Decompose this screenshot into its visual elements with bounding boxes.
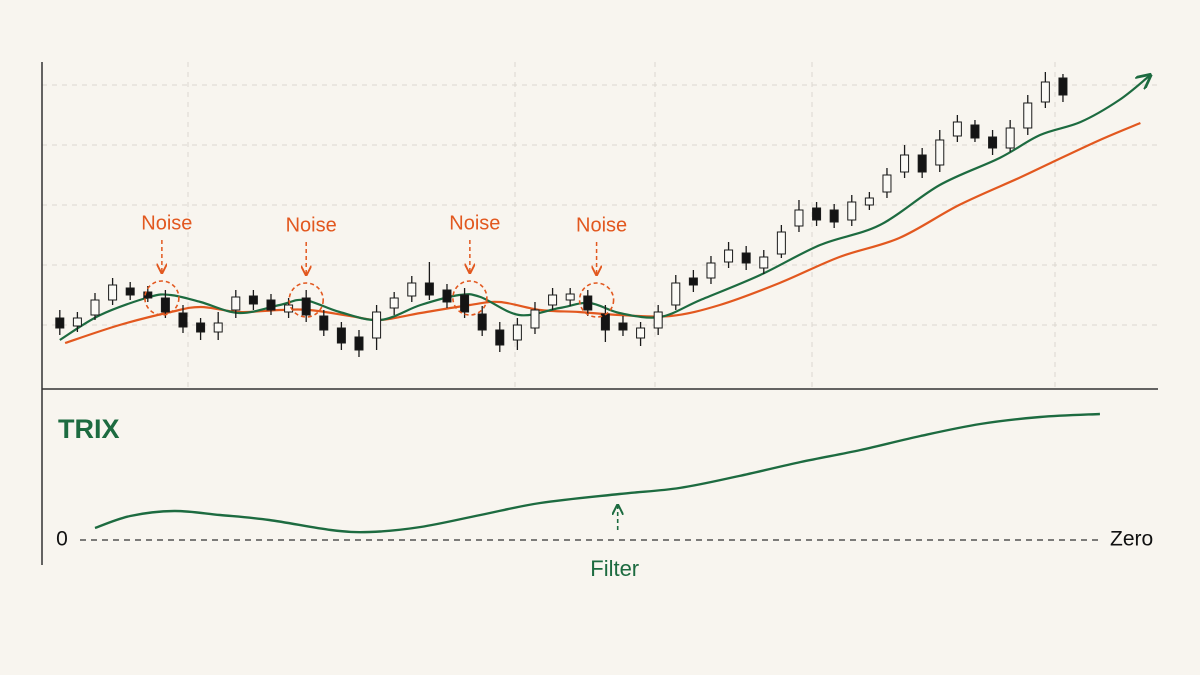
line	[94, 412, 1100, 534]
candle-body	[583, 295, 593, 311]
candle-body	[512, 324, 522, 341]
candle-body	[108, 284, 118, 301]
candle-body	[829, 209, 839, 223]
candle-body	[143, 291, 153, 299]
candle-body	[1023, 102, 1033, 129]
candle-body	[196, 322, 206, 333]
candle-body	[776, 231, 786, 255]
annotation-label: Noise	[576, 214, 627, 236]
candle-body	[653, 311, 663, 329]
candle-body	[565, 293, 575, 301]
candle-body	[882, 174, 892, 193]
candle-body	[724, 249, 734, 263]
annotation-label: Noise	[141, 212, 192, 234]
candle-body	[178, 312, 188, 328]
candle-body	[952, 121, 962, 137]
candle-body	[917, 154, 927, 173]
candle-body	[900, 154, 910, 173]
candle-body	[812, 207, 822, 221]
candle-body	[548, 294, 558, 306]
annotation-label: Noise	[449, 212, 500, 234]
candle-body	[55, 317, 65, 329]
candle-body	[460, 294, 470, 313]
candle-body	[90, 299, 100, 316]
candle-body	[389, 297, 399, 309]
candle-body	[213, 322, 223, 333]
y-tick-label: 0	[56, 528, 68, 551]
candle-body	[671, 282, 681, 306]
candle-body	[1058, 77, 1068, 96]
candle-body	[600, 313, 610, 331]
candle-body	[495, 329, 505, 346]
candle-body	[864, 197, 874, 206]
panel-title: TRIX	[58, 414, 120, 444]
candle-body	[125, 287, 135, 296]
candle-body	[319, 315, 329, 331]
candle-body	[72, 317, 82, 327]
candle-body	[847, 201, 857, 221]
annotation-label: Noise	[286, 214, 337, 236]
candle-body	[706, 262, 716, 279]
candle-body	[372, 311, 382, 339]
candle-body	[336, 327, 346, 344]
candle-body	[794, 209, 804, 227]
line	[59, 76, 1149, 341]
noise-circle	[578, 282, 615, 318]
candle-body	[301, 297, 311, 316]
candle-body	[248, 295, 258, 305]
annotation-label: Filter	[590, 556, 639, 581]
candle-body	[759, 256, 769, 269]
candle-body	[530, 309, 540, 329]
candle-body	[477, 313, 487, 331]
candle-body	[266, 299, 276, 311]
background-grid	[42, 62, 1158, 389]
candle-body	[1040, 81, 1050, 103]
candle-body	[160, 297, 170, 313]
candle-body	[284, 304, 294, 313]
candle-body	[1005, 127, 1015, 149]
candle-body	[231, 296, 241, 311]
noise-circle	[144, 280, 180, 316]
candle-body	[970, 124, 980, 139]
zero-label: Zero	[1110, 528, 1153, 551]
candle-body	[442, 289, 452, 303]
candle-body	[407, 282, 417, 297]
candle-body	[636, 327, 646, 339]
candle-body	[935, 139, 945, 166]
noise-circle	[452, 280, 488, 316]
candle-body	[424, 282, 434, 296]
noise-circle	[288, 282, 324, 318]
candle-body	[618, 322, 628, 331]
candle-body	[354, 336, 364, 351]
candle-body	[988, 136, 998, 149]
candle-body	[741, 252, 751, 264]
candle-body	[688, 277, 698, 286]
